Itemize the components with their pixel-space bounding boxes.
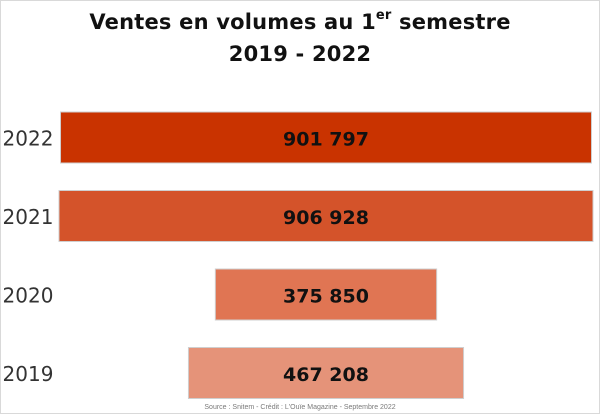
title-superscript: er — [375, 8, 392, 23]
category-label-2021: 2021 — [3, 205, 54, 229]
bar-2022 — [60, 111, 592, 164]
bar-2020 — [214, 268, 438, 321]
title-text-end: semestre — [391, 10, 511, 34]
data-label-2019: 467 208 — [283, 364, 369, 386]
data-label-2021: 906 928 — [283, 207, 369, 229]
data-label-2020: 375 850 — [283, 286, 369, 308]
source-note: Source : Snitem - Crédit : L'Ouïe Magazi… — [204, 404, 396, 411]
title-text: Ventes en volumes au 1 — [89, 10, 376, 34]
category-label-2020: 2020 — [3, 284, 54, 308]
bar-2019 — [187, 347, 465, 399]
data-label-2022: 901 797 — [283, 129, 369, 151]
bar-2021 — [58, 190, 594, 242]
category-label-2019: 2019 — [3, 362, 54, 386]
category-label-2022: 2022 — [3, 127, 54, 151]
chart-title: Ventes en volumes au 1er semestre 2019 -… — [0, 6, 600, 70]
chart-subtitle: 2019 - 2022 — [228, 42, 372, 66]
